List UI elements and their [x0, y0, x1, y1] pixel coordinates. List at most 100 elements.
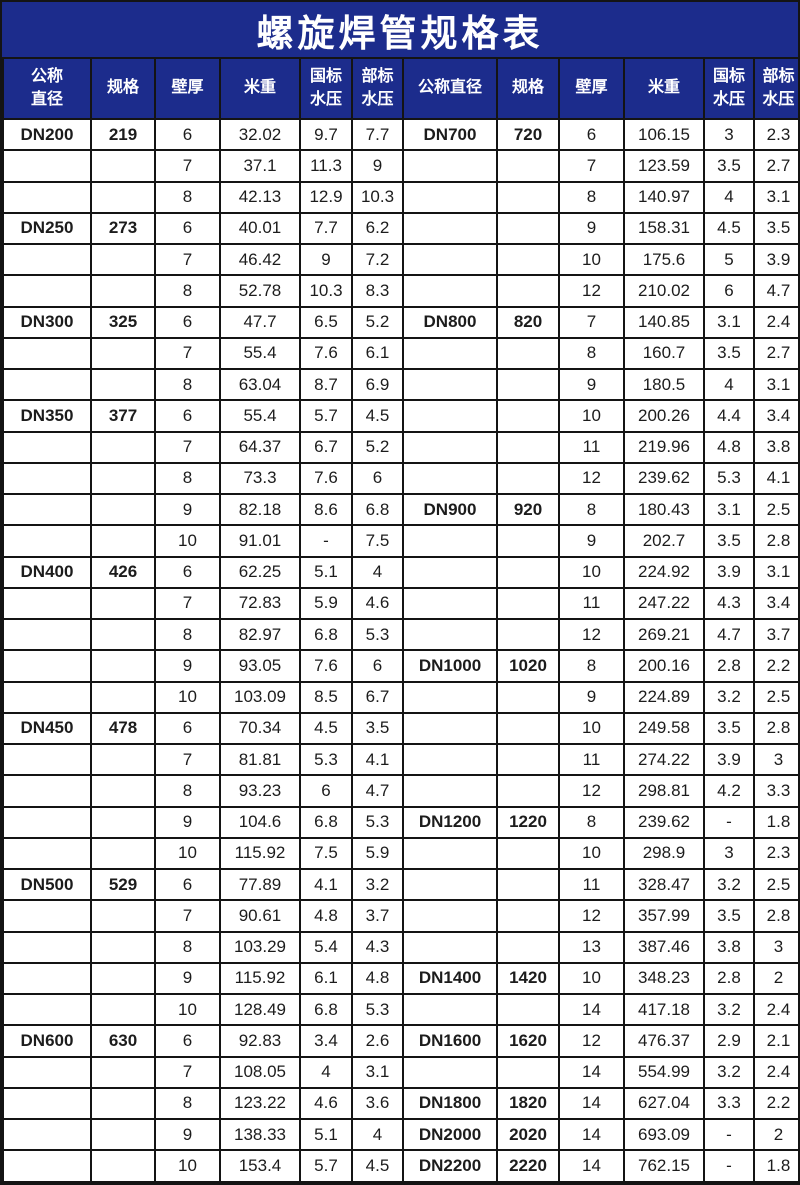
cell-weight: 92.83 [219, 1024, 301, 1058]
cell-spec [496, 774, 560, 808]
cell-spec [90, 149, 156, 183]
table-row: DN300 325 6 47.7 6.5 5.2 DN800 820 7 140.85 3.1 2.4 [2, 305, 798, 339]
cell-bb-pressure: 5.3 [351, 617, 404, 652]
cell-diameter: DN450 [2, 711, 92, 746]
table-row: DN250 273 6 40.01 7.7 6.2 9 158.31 4.5 3.5 [2, 211, 798, 246]
table-row: 8 52.78 10.3 8.3 12 210.02 6 4.7 [2, 274, 798, 308]
cell-spec [90, 492, 156, 527]
cell-gb-pressure: 3.2 [703, 992, 755, 1027]
cell-spec [496, 336, 560, 371]
cell-diameter [2, 1055, 92, 1089]
cell-thickness: 7 [154, 336, 221, 371]
cell-spec: 325 [90, 305, 156, 339]
cell-spec: 273 [90, 211, 156, 246]
cell-diameter [402, 774, 498, 808]
cell-bb-pressure: 2.4 [753, 992, 798, 1027]
cell-spec [496, 1055, 560, 1089]
cell-weight: 224.89 [623, 680, 705, 714]
cell-spec: 529 [90, 867, 156, 902]
cell-bb-pressure: 5.3 [351, 805, 404, 839]
cell-thickness: 7 [154, 899, 221, 933]
cell-diameter [2, 1117, 92, 1152]
cell-thickness: 12 [558, 274, 625, 308]
table-row: 8 73.3 7.6 6 12 239.62 5.3 4.1 [2, 461, 798, 496]
cell-gb-pressure: 11.3 [299, 149, 353, 183]
cell-thickness: 7 [154, 149, 221, 183]
cell-weight: 249.58 [623, 711, 705, 746]
cell-gb-pressure: 3.5 [703, 711, 755, 746]
cell-thickness: 9 [558, 367, 625, 402]
table-row: 10 115.92 7.5 5.9 10 298.9 3 2.3 [2, 836, 798, 871]
cell-gb-pressure: - [703, 1149, 755, 1183]
cell-thickness: 10 [558, 711, 625, 746]
cell-weight: 46.42 [219, 242, 301, 277]
cell-diameter [2, 649, 92, 683]
cell-spec: 1620 [496, 1024, 560, 1058]
cell-bb-pressure: 3.4 [753, 399, 798, 433]
cell-diameter [402, 336, 498, 371]
cell-gb-pressure: 5.9 [299, 586, 353, 621]
table-row: 7 46.42 9 7.2 10 175.6 5 3.9 [2, 242, 798, 277]
cell-thickness: 9 [558, 211, 625, 246]
cell-gb-pressure: 4 [703, 180, 755, 214]
cell-thickness: 9 [558, 524, 625, 558]
cell-weight: 180.43 [623, 492, 705, 527]
cell-thickness: 14 [558, 1055, 625, 1089]
cell-spec [90, 836, 156, 871]
cell-spec: 426 [90, 555, 156, 589]
cell-diameter [402, 430, 498, 464]
cell-spec [496, 430, 560, 464]
cell-thickness: 8 [154, 274, 221, 308]
cell-diameter [2, 992, 92, 1027]
table-row: 7 37.1 11.3 9 7 123.59 3.5 2.7 [2, 149, 798, 183]
cell-gb-pressure: 2.9 [703, 1024, 755, 1058]
table-row: 8 123.22 4.6 3.6 DN1800 1820 14 627.04 3.3 2.2 [2, 1086, 798, 1121]
cell-thickness: 12 [558, 774, 625, 808]
cell-diameter: DN1600 [402, 1024, 498, 1058]
cell-bb-pressure: 7.2 [351, 242, 404, 277]
cell-thickness: 10 [154, 524, 221, 558]
cell-spec: 1020 [496, 649, 560, 683]
cell-bb-pressure: 4.1 [753, 461, 798, 496]
cell-diameter: DN600 [2, 1024, 92, 1058]
cell-spec [90, 805, 156, 839]
cell-gb-pressure: 3 [703, 836, 755, 871]
table-row: 8 82.97 6.8 5.3 12 269.21 4.7 3.7 [2, 617, 798, 652]
cell-diameter [402, 211, 498, 246]
cell-spec [496, 992, 560, 1027]
cell-spec [90, 930, 156, 964]
cell-gb-pressure: 3.2 [703, 680, 755, 714]
cell-gb-pressure: 4.6 [299, 1086, 353, 1121]
cell-gb-pressure: 8.5 [299, 680, 353, 714]
cell-weight: 37.1 [219, 149, 301, 183]
cell-bb-pressure: 2.8 [753, 524, 798, 558]
cell-weight: 298.9 [623, 836, 705, 871]
cell-weight: 138.33 [219, 1117, 301, 1152]
cell-diameter: DN400 [2, 555, 92, 589]
cell-spec [496, 617, 560, 652]
cell-thickness: 7 [558, 305, 625, 339]
cell-diameter: DN1800 [402, 1086, 498, 1121]
cell-spec [90, 367, 156, 402]
cell-gb-pressure: 4 [299, 1055, 353, 1089]
cell-diameter: DN800 [402, 305, 498, 339]
cell-thickness: 11 [558, 867, 625, 902]
cell-diameter: DN900 [402, 492, 498, 527]
table-row: 10 103.09 8.5 6.7 9 224.89 3.2 2.5 [2, 680, 798, 714]
cell-weight: 239.62 [623, 461, 705, 496]
cell-spec [90, 774, 156, 808]
cell-spec [90, 430, 156, 464]
cell-gb-pressure: 5.7 [299, 1149, 353, 1183]
cell-weight: 115.92 [219, 836, 301, 871]
cell-thickness: 7 [558, 149, 625, 183]
cell-gb-pressure: 3.9 [703, 555, 755, 589]
cell-diameter [2, 742, 92, 777]
cell-spec [496, 367, 560, 402]
cell-bb-pressure: 2.7 [753, 336, 798, 371]
cell-weight: 55.4 [219, 399, 301, 433]
cell-diameter [2, 180, 92, 214]
cell-thickness: 12 [558, 461, 625, 496]
cell-weight: 274.22 [623, 742, 705, 777]
cell-thickness: 6 [154, 117, 221, 152]
cell-diameter [402, 149, 498, 183]
